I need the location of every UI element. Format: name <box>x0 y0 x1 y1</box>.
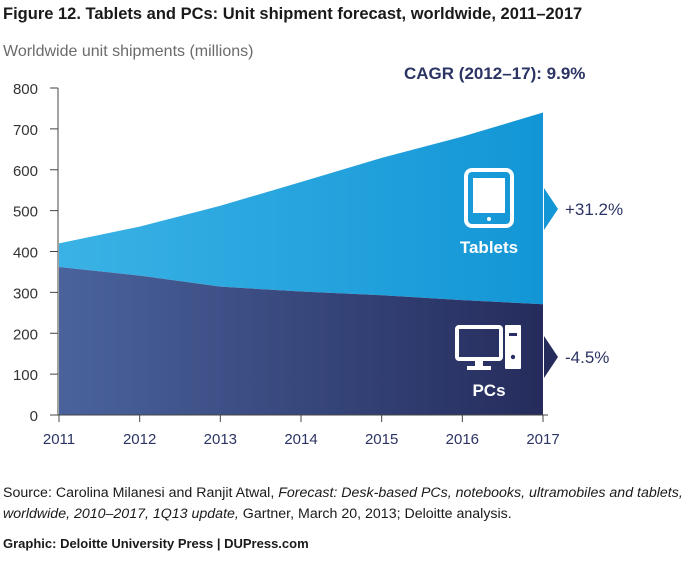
y-tick-label: 0 <box>30 408 38 425</box>
y-tick-label: 500 <box>13 204 38 221</box>
y-tick-label: 700 <box>13 122 38 139</box>
graphic-credit: Graphic: Deloitte University Press | DUP… <box>3 536 309 551</box>
source-suffix: Gartner, March 20, 2013; Deloitte analys… <box>238 506 512 522</box>
y-axis: 0 100 200 300 400 500 600 700 800 <box>13 81 59 425</box>
x-axis: 2011 2012 2013 2014 2015 2016 2017 <box>43 415 560 448</box>
y-tick-label: 600 <box>13 163 38 180</box>
pcs-growth-label: -4.5% <box>565 348 609 367</box>
pcs-series-label: PCs <box>472 381 505 400</box>
x-tick-label: 2011 <box>43 431 75 448</box>
x-tick-label: 2016 <box>446 431 479 448</box>
x-tick-label: 2014 <box>284 431 317 448</box>
cagr-label: CAGR (2012–17): 9.9% <box>404 64 586 83</box>
y-axis-label: Worldwide unit shipments (millions) <box>3 43 254 60</box>
x-tick-label: 2017 <box>526 431 559 448</box>
pcs-growth-arrow <box>544 336 558 378</box>
tablets-area <box>59 112 543 305</box>
y-tick-label: 100 <box>13 367 38 384</box>
x-tick-label: 2013 <box>204 431 237 448</box>
pcs-area <box>59 267 543 415</box>
figure-title: Figure 12. Tablets and PCs: Unit shipmen… <box>3 5 583 23</box>
source-note: Source: Carolina Milanesi and Ranjit Atw… <box>3 483 683 525</box>
desktop-pc-icon <box>455 325 521 370</box>
source-title: Forecast: Desk-based PCs, notebooks, ult… <box>3 485 683 522</box>
y-tick-label: 200 <box>13 326 38 343</box>
pc-legend: PCs <box>455 325 521 400</box>
y-tick-label: 800 <box>13 81 38 98</box>
tablet-legend: Tablets <box>460 168 518 257</box>
tablet-icon <box>464 168 514 228</box>
x-tick-label: 2015 <box>365 431 398 448</box>
y-tick-label: 400 <box>13 245 38 262</box>
y-tick-label: 300 <box>13 285 38 302</box>
tablets-series-label: Tablets <box>460 238 518 257</box>
x-tick-label: 2012 <box>123 431 156 448</box>
source-prefix: Source: Carolina Milanesi and Ranjit Atw… <box>3 485 279 501</box>
tablets-growth-label: +31.2% <box>565 200 623 219</box>
plot-area <box>59 112 543 415</box>
tablets-growth-arrow <box>544 188 558 230</box>
